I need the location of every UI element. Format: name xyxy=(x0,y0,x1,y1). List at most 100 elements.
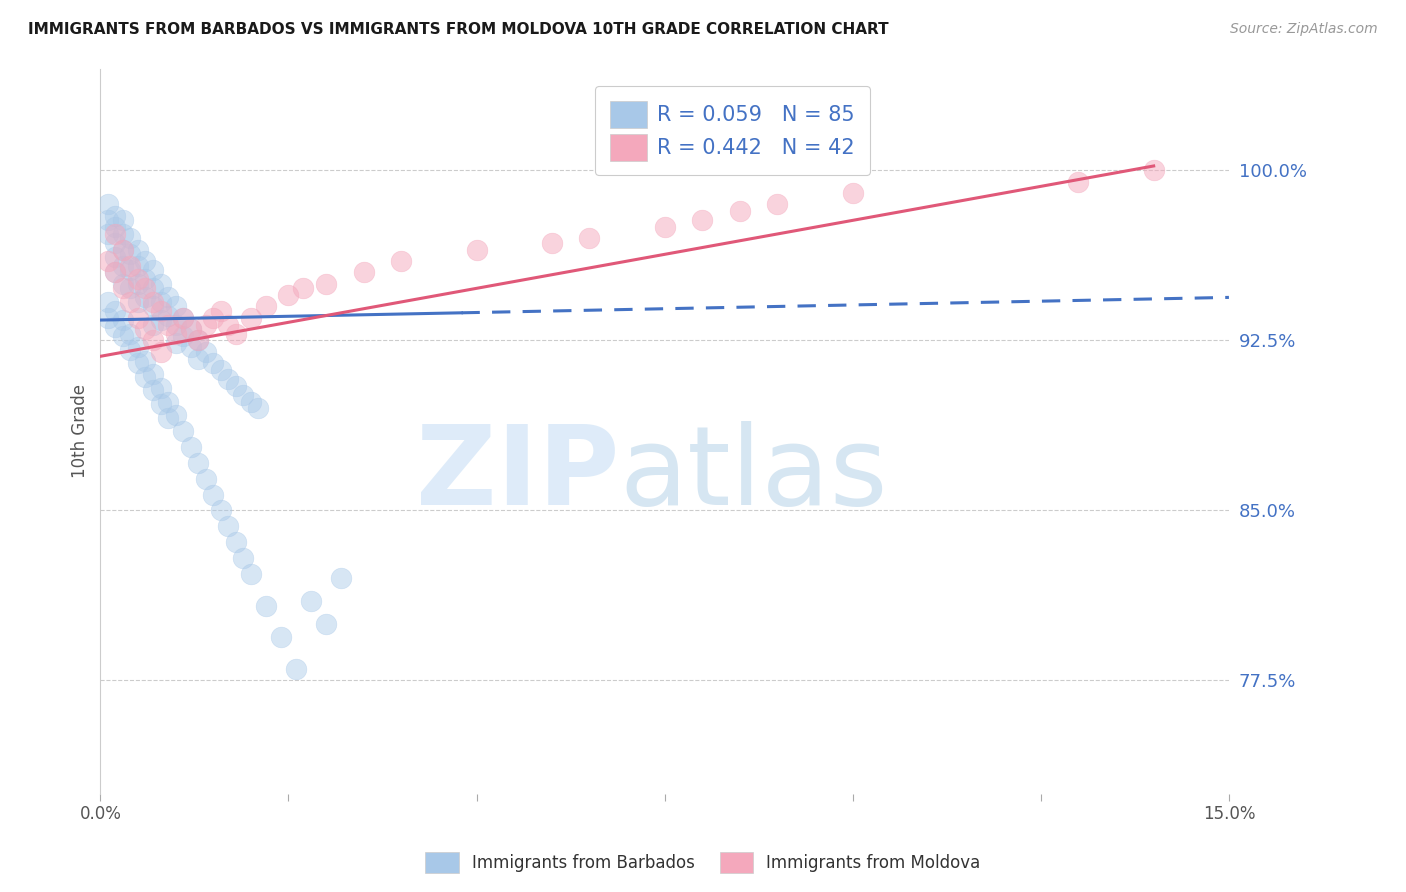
Point xyxy=(149,381,172,395)
Point xyxy=(104,227,127,241)
Point xyxy=(180,340,202,354)
Point xyxy=(149,313,172,327)
Point xyxy=(1067,175,1090,189)
Point xyxy=(142,384,165,398)
Point xyxy=(111,329,134,343)
Point xyxy=(97,227,120,241)
Y-axis label: 10th Grade: 10th Grade xyxy=(72,384,89,478)
Point xyxy=(111,281,134,295)
Point xyxy=(254,599,277,613)
Point xyxy=(202,356,225,370)
Point xyxy=(209,304,232,318)
Text: atlas: atlas xyxy=(620,421,889,528)
Point xyxy=(172,329,194,343)
Point xyxy=(202,487,225,501)
Point xyxy=(142,318,165,332)
Point xyxy=(134,272,156,286)
Point xyxy=(315,616,337,631)
Point xyxy=(149,277,172,291)
Point xyxy=(165,409,187,423)
Point xyxy=(187,334,209,348)
Point xyxy=(180,322,202,336)
Legend: R = 0.059   N = 85, R = 0.442   N = 42: R = 0.059 N = 85, R = 0.442 N = 42 xyxy=(595,87,870,175)
Point xyxy=(165,335,187,350)
Point xyxy=(202,310,225,325)
Point xyxy=(247,401,270,416)
Point xyxy=(104,265,127,279)
Point xyxy=(134,254,156,268)
Point xyxy=(225,535,247,549)
Point xyxy=(120,263,142,277)
Point xyxy=(97,294,120,309)
Point xyxy=(134,322,156,336)
Point xyxy=(142,300,165,314)
Point xyxy=(157,290,180,304)
Point xyxy=(217,372,239,386)
Point xyxy=(165,318,187,332)
Point xyxy=(142,263,165,277)
Point xyxy=(690,213,713,227)
Point xyxy=(194,344,217,359)
Point xyxy=(142,334,165,348)
Point xyxy=(209,503,232,517)
Point xyxy=(330,571,353,585)
Point xyxy=(97,310,120,325)
Point xyxy=(187,456,209,470)
Point xyxy=(104,250,127,264)
Text: ZIP: ZIP xyxy=(416,421,620,528)
Point xyxy=(111,243,134,257)
Point xyxy=(127,340,149,354)
Point xyxy=(841,186,863,201)
Point xyxy=(120,294,142,309)
Point xyxy=(134,290,156,304)
Point xyxy=(217,519,239,533)
Point xyxy=(127,259,149,273)
Point xyxy=(578,231,600,245)
Point xyxy=(277,288,299,302)
Text: Source: ZipAtlas.com: Source: ZipAtlas.com xyxy=(1230,22,1378,37)
Point xyxy=(104,209,127,223)
Point xyxy=(127,272,149,286)
Text: IMMIGRANTS FROM BARBADOS VS IMMIGRANTS FROM MOLDOVA 10TH GRADE CORRELATION CHART: IMMIGRANTS FROM BARBADOS VS IMMIGRANTS F… xyxy=(28,22,889,37)
Point xyxy=(194,472,217,486)
Point xyxy=(97,213,120,227)
Point xyxy=(217,318,239,332)
Point xyxy=(134,281,156,295)
Point xyxy=(465,243,488,257)
Point xyxy=(728,204,751,219)
Point xyxy=(180,440,202,454)
Point xyxy=(165,326,187,341)
Point xyxy=(187,334,209,348)
Point xyxy=(157,394,180,409)
Point xyxy=(187,351,209,366)
Point xyxy=(194,318,217,332)
Point xyxy=(111,213,134,227)
Point xyxy=(127,277,149,291)
Point xyxy=(142,368,165,382)
Point xyxy=(104,220,127,235)
Point xyxy=(104,265,127,279)
Point xyxy=(239,566,262,581)
Point xyxy=(285,662,308,676)
Point xyxy=(157,410,180,425)
Point xyxy=(127,243,149,257)
Point xyxy=(149,304,172,318)
Point xyxy=(315,277,337,291)
Legend: Immigrants from Barbados, Immigrants from Moldova: Immigrants from Barbados, Immigrants fro… xyxy=(419,846,987,880)
Point xyxy=(120,343,142,357)
Point xyxy=(97,254,120,268)
Point xyxy=(292,281,315,295)
Point xyxy=(142,281,165,295)
Point xyxy=(654,220,676,235)
Point xyxy=(232,551,254,566)
Point xyxy=(127,356,149,370)
Point xyxy=(120,259,142,273)
Point xyxy=(157,318,180,332)
Point xyxy=(172,310,194,325)
Point xyxy=(209,363,232,377)
Point xyxy=(1143,163,1166,178)
Point xyxy=(225,326,247,341)
Point xyxy=(180,322,202,336)
Point xyxy=(299,594,322,608)
Point xyxy=(239,310,262,325)
